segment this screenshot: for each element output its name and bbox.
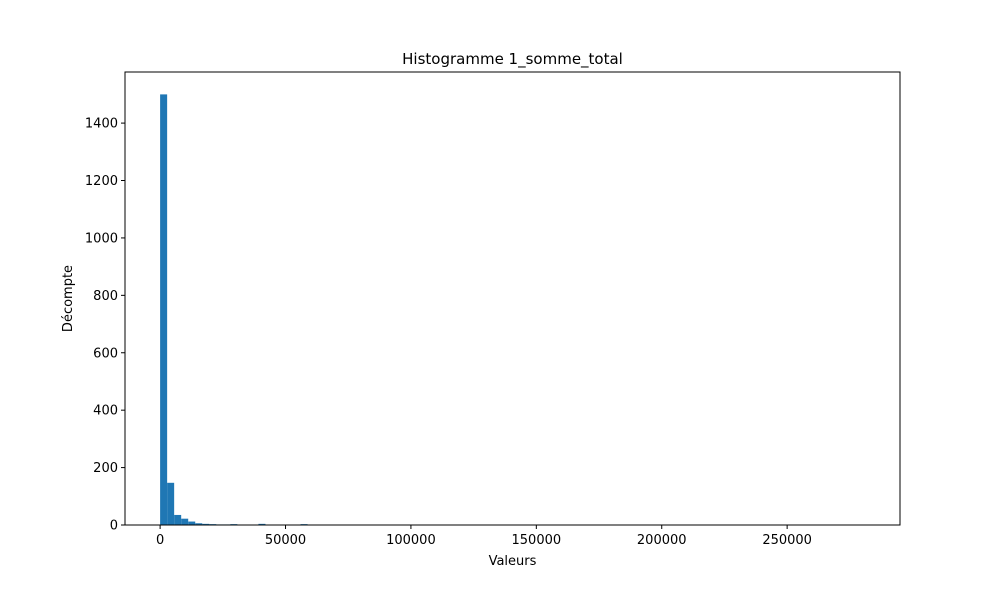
x-tick-label: 100000 xyxy=(386,533,436,548)
x-tick-label: 200000 xyxy=(637,533,687,548)
y-tick-label: 0 xyxy=(110,519,118,534)
y-tick-label: 1000 xyxy=(85,231,118,246)
x-tick-label: 0 xyxy=(156,533,164,548)
x-axis-label: Valeurs xyxy=(489,554,537,569)
histogram-bar-1 xyxy=(167,482,175,525)
y-tick-label: 200 xyxy=(93,461,118,476)
histogram-bar-0 xyxy=(160,94,168,525)
histogram-bar-4 xyxy=(188,521,196,525)
y-tick-label: 1400 xyxy=(85,117,118,132)
chart-title: Histogramme 1_somme_total xyxy=(402,50,623,69)
y-tick-label: 800 xyxy=(93,289,118,304)
y-tick-label: 1200 xyxy=(85,174,118,189)
y-axis-ticks: 0 200 400 600 800 1000 1200 1400 xyxy=(85,117,125,534)
plot-area-frame xyxy=(124,71,901,526)
histogram-bar-11 xyxy=(258,523,266,525)
histogram-bar-2 xyxy=(174,514,182,525)
x-tick-label: 250000 xyxy=(762,533,812,548)
x-axis-ticks: 0 50000 100000 150000 200000 250000 xyxy=(156,525,812,548)
y-tick-label: 600 xyxy=(93,346,118,361)
histogram-bar-5 xyxy=(195,523,203,525)
y-axis-label: Décompte xyxy=(61,265,76,332)
y-tick-label: 400 xyxy=(93,404,118,419)
x-tick-label: 150000 xyxy=(512,533,562,548)
histogram-bar-6 xyxy=(202,523,210,525)
histogram-bar-3 xyxy=(181,518,189,525)
x-tick-label: 50000 xyxy=(265,533,306,548)
